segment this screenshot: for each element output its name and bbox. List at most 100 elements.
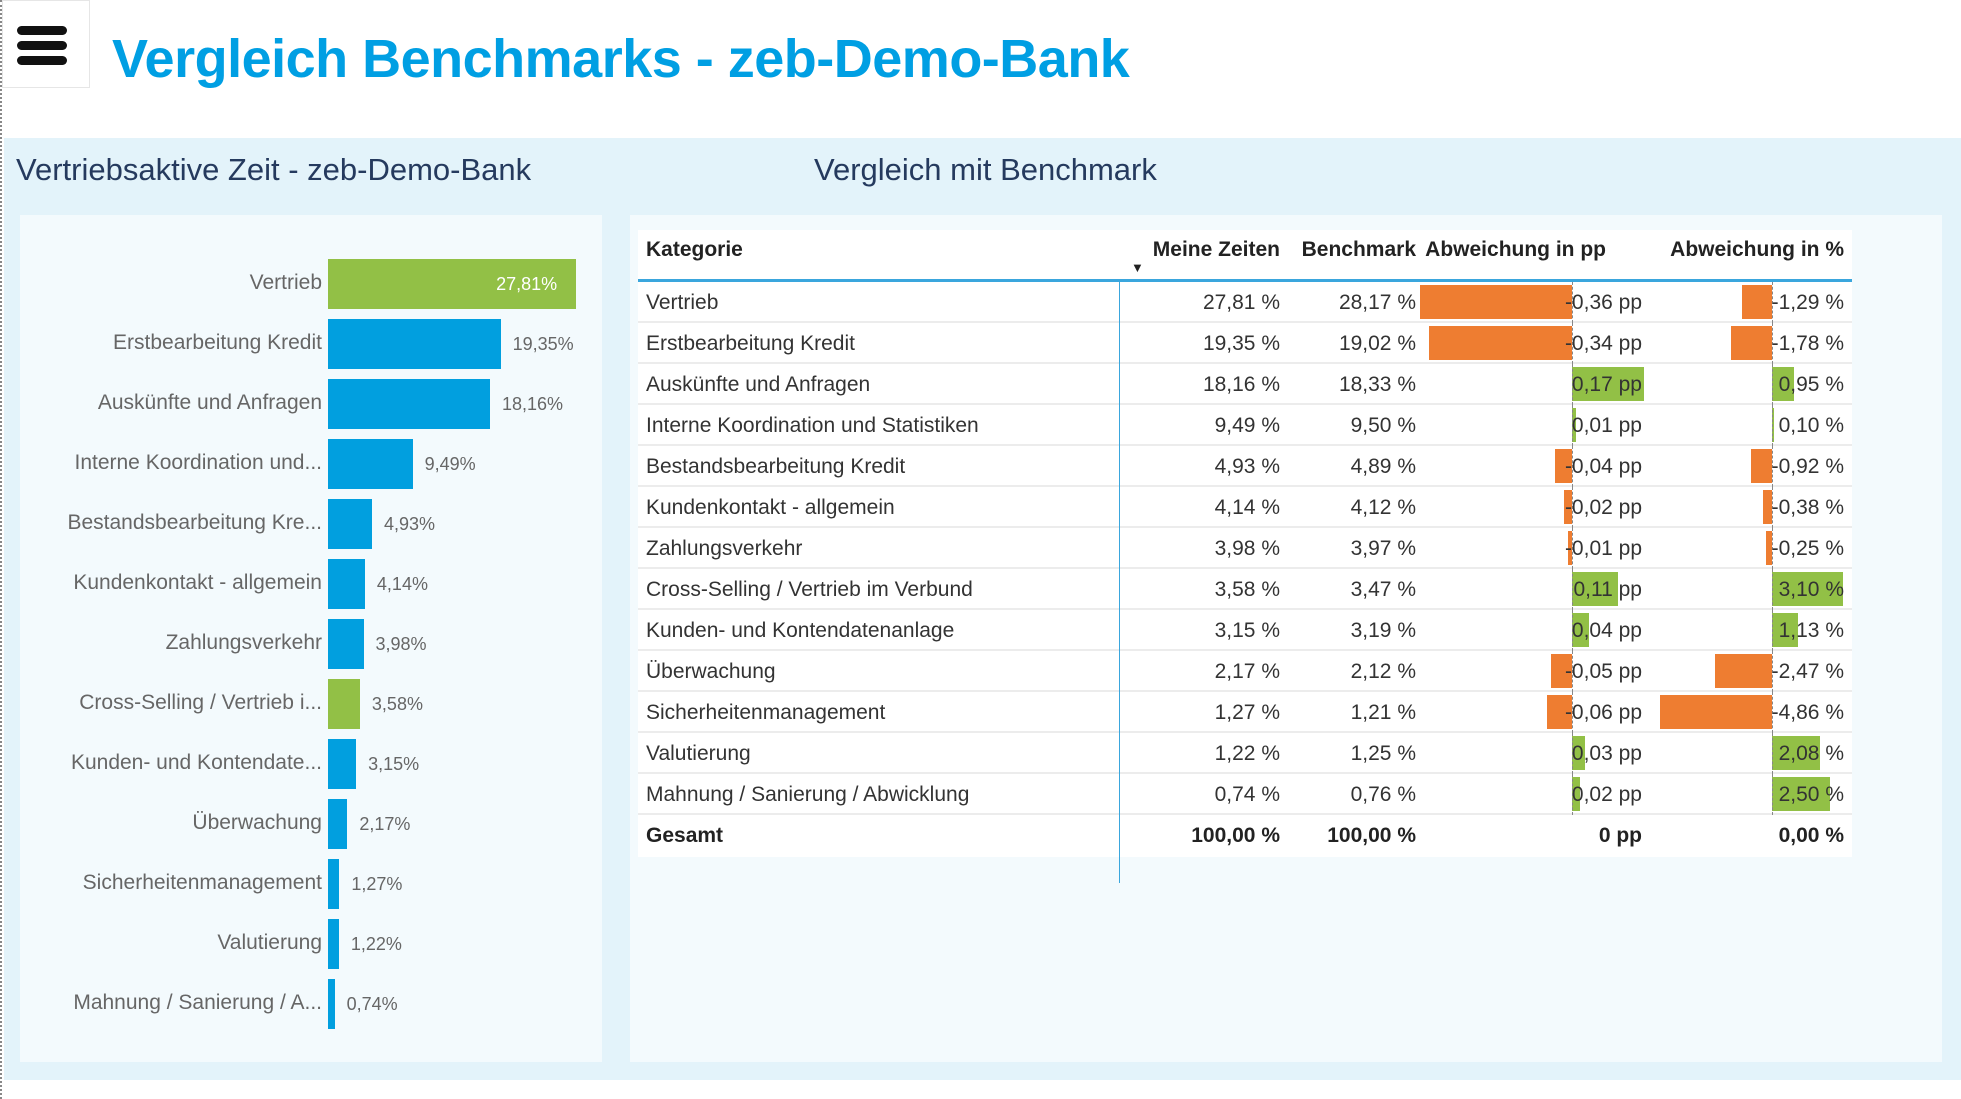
bar-label: Vertrieb: [249, 271, 322, 294]
cell-benchmark: 3,19 %: [1350, 619, 1416, 642]
bar-row: Mahnung / Sanierung / A... 0,74%: [20, 979, 602, 1029]
pct-axis: [1772, 569, 1773, 610]
cell-abweichung-pct: -0,25 %: [1771, 537, 1844, 560]
cell-meine-zeiten: 2,17 %: [1214, 660, 1280, 683]
pp-axis: [1572, 282, 1573, 323]
header-abweichung-pp[interactable]: Abweichung in pp: [1425, 238, 1606, 261]
pct-axis: [1772, 405, 1773, 446]
table-row[interactable]: Bestandsbearbeitung Kredit 4,93 % 4,89 %…: [638, 446, 1852, 487]
cell-abweichung-pp: 0,03 pp: [1571, 742, 1642, 765]
pp-deviation-bar: [1572, 736, 1585, 770]
cell-benchmark: 4,89 %: [1350, 455, 1416, 478]
bar[interactable]: [328, 499, 372, 549]
table-heading: Vergleich mit Benchmark: [814, 152, 1157, 187]
table-row[interactable]: Sicherheitenmanagement 1,27 % 1,21 % -0,…: [638, 692, 1852, 733]
bar[interactable]: [328, 379, 490, 429]
bar[interactable]: [328, 799, 348, 849]
cell-benchmark: 19,02 %: [1338, 332, 1416, 355]
cell-meine-zeiten: 100,00 %: [1191, 824, 1280, 847]
pct-axis: [1772, 774, 1773, 815]
menu-button[interactable]: [2, 0, 90, 88]
header-meine-zeiten[interactable]: Meine Zeiten: [1152, 238, 1280, 261]
pp-axis: [1572, 528, 1573, 569]
cell-meine-zeiten: 1,22 %: [1214, 742, 1280, 765]
cell-meine-zeiten: 19,35 %: [1202, 332, 1280, 355]
table-row[interactable]: Überwachung 2,17 % 2,12 % -0,05 pp -2,47…: [638, 651, 1852, 692]
pct-axis: [1772, 733, 1773, 774]
cell-benchmark: 28,17 %: [1338, 291, 1416, 314]
bar[interactable]: [328, 619, 364, 669]
bar[interactable]: [328, 319, 501, 369]
bar[interactable]: [328, 559, 365, 609]
pct-axis: [1772, 323, 1773, 364]
cell-benchmark: 3,97 %: [1350, 537, 1416, 560]
bar[interactable]: [328, 739, 357, 789]
pp-axis: [1572, 774, 1573, 815]
bar[interactable]: [328, 259, 577, 309]
bar-value-label: 18,16%: [501, 394, 564, 414]
pp-deviation-bar: [1428, 326, 1572, 360]
bar-row: Vertrieb 27,81%: [20, 259, 602, 309]
table-row[interactable]: Kundenkontakt - allgemein 4,14 % 4,12 % …: [638, 487, 1852, 528]
cell-abweichung-pct: 2,08 %: [1778, 742, 1844, 765]
hamburger-icon: [17, 26, 67, 35]
pct-axis: [1772, 364, 1773, 405]
pp-axis: [1572, 569, 1573, 610]
header-abweichung-pct[interactable]: Abweichung in %: [1670, 238, 1844, 261]
table-row[interactable]: Vertrieb 27,81 % 28,17 % -0,36 pp -1,29 …: [638, 282, 1852, 323]
cell-meine-zeiten: 3,15 %: [1214, 619, 1280, 642]
cell-abweichung-pp: -0,06 pp: [1564, 701, 1642, 724]
table-row[interactable]: Interne Koordination und Statistiken 9,4…: [638, 405, 1852, 446]
cell-abweichung-pp: 0,17 pp: [1571, 373, 1642, 396]
bar-value-label: 3,98%: [375, 634, 427, 654]
bar[interactable]: [328, 859, 340, 909]
pct-deviation-bar: [1660, 695, 1772, 729]
pp-deviation-bar: [1572, 572, 1619, 606]
bar[interactable]: [328, 919, 339, 969]
cell-abweichung-pct: -0,92 %: [1771, 455, 1844, 478]
table-header: Kategorie Meine Zeiten ▼ Benchmark Abwei…: [638, 230, 1852, 282]
table-row[interactable]: Cross-Selling / Vertrieb im Verbund 3,58…: [638, 569, 1852, 610]
pct-deviation-bar: [1772, 736, 1820, 770]
bar-label: Interne Koordination und...: [74, 451, 322, 474]
cell-abweichung-pct: 0,10 %: [1778, 414, 1844, 437]
bar-row: Kunden- und Kontendate... 3,15%: [20, 739, 602, 789]
pp-deviation-bar: [1550, 654, 1572, 688]
bar-row: Cross-Selling / Vertrieb i... 3,58%: [20, 679, 602, 729]
bar-value-label: 4,93%: [383, 514, 436, 534]
cell-abweichung-pct: -4,86 %: [1771, 701, 1844, 724]
cell-meine-zeiten: 0,74 %: [1214, 783, 1280, 806]
table-row[interactable]: Mahnung / Sanierung / Abwicklung 0,74 % …: [638, 774, 1852, 815]
bar-label: Mahnung / Sanierung / A...: [73, 991, 322, 1014]
cell-kategorie: Bestandsbearbeitung Kredit: [646, 455, 906, 478]
bar-row: Auskünfte und Anfragen 18,16%: [20, 379, 602, 429]
bar[interactable]: [328, 679, 360, 729]
page-title: Vergleich Benchmarks - zeb-Demo-Bank: [112, 29, 1130, 89]
bar[interactable]: [328, 439, 413, 489]
table-row[interactable]: Erstbearbeitung Kredit 19,35 % 19,02 % -…: [638, 323, 1852, 364]
cell-kategorie: Sicherheitenmanagement: [646, 701, 886, 724]
cell-meine-zeiten: 1,27 %: [1214, 701, 1280, 724]
table-row[interactable]: Valutierung 1,22 % 1,25 % 0,03 pp 2,08 %: [638, 733, 1852, 774]
pp-axis: [1572, 405, 1573, 446]
cell-abweichung-pp: -0,36 pp: [1564, 291, 1642, 314]
cell-benchmark: 9,50 %: [1350, 414, 1416, 437]
bar[interactable]: [328, 979, 335, 1029]
pp-deviation-bar: [1572, 408, 1577, 442]
cell-abweichung-pct: 2,50 %: [1778, 783, 1844, 806]
pct-axis: [1772, 610, 1773, 651]
total-row[interactable]: Gesamt 100,00 % 100,00 % 0 pp 0,00 %: [638, 815, 1852, 857]
table-row[interactable]: Kunden- und Kontendatenanlage 3,15 % 3,1…: [638, 610, 1852, 651]
cell-meine-zeiten: 27,81 %: [1202, 291, 1280, 314]
pp-axis: [1572, 446, 1573, 487]
cell-abweichung-pct: -0,38 %: [1771, 496, 1844, 519]
pp-deviation-bar: [1572, 777, 1581, 811]
header-benchmark[interactable]: Benchmark: [1301, 238, 1416, 261]
table-row[interactable]: Zahlungsverkehr 3,98 % 3,97 % -0,01 pp -…: [638, 528, 1852, 569]
header-kategorie[interactable]: Kategorie: [646, 238, 743, 261]
pct-deviation-bar: [1772, 572, 1844, 606]
cell-abweichung-pct: 0,95 %: [1778, 373, 1844, 396]
cell-benchmark: 100,00 %: [1327, 824, 1416, 847]
table-row[interactable]: Auskünfte und Anfragen 18,16 % 18,33 % 0…: [638, 364, 1852, 405]
cell-abweichung-pp: 0,02 pp: [1571, 783, 1642, 806]
